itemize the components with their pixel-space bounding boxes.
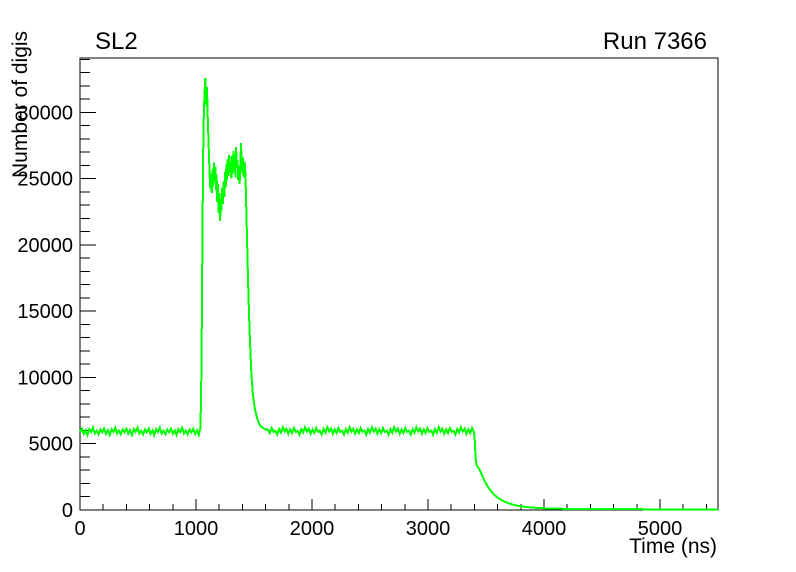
y-tick-label: 0 — [62, 500, 73, 522]
run-number-label: Run 7366 — [603, 28, 707, 55]
plot-frame — [79, 57, 719, 511]
y-tick-label: 25000 — [17, 169, 73, 191]
y-tick-label: 30000 — [17, 102, 73, 124]
x-tick-label: 0 — [74, 518, 85, 540]
y-tick-label: 15000 — [17, 301, 73, 323]
x-axis-title: Time (ns) — [629, 535, 717, 558]
data-curve — [79, 77, 718, 511]
axes: 0 1000 2000 3000 4000 5000 0 5000 10000 15000 2000… — [17, 57, 719, 540]
y-tick-label: 20000 — [17, 235, 73, 257]
x-tick-label: 4000 — [522, 518, 567, 540]
x-tick-label: 5000 — [638, 518, 683, 540]
y-axis-title: Number of digis — [9, 31, 32, 178]
x-tick-label: 1000 — [174, 518, 219, 540]
x-tick-label: 3000 — [406, 518, 451, 540]
digis-histogram-line — [79, 77, 718, 511]
y-tick-label: 5000 — [29, 434, 74, 456]
plot-title: SL2 — [95, 28, 138, 55]
y-tick-label: 10000 — [17, 367, 73, 389]
x-tick-label: 2000 — [290, 518, 335, 540]
